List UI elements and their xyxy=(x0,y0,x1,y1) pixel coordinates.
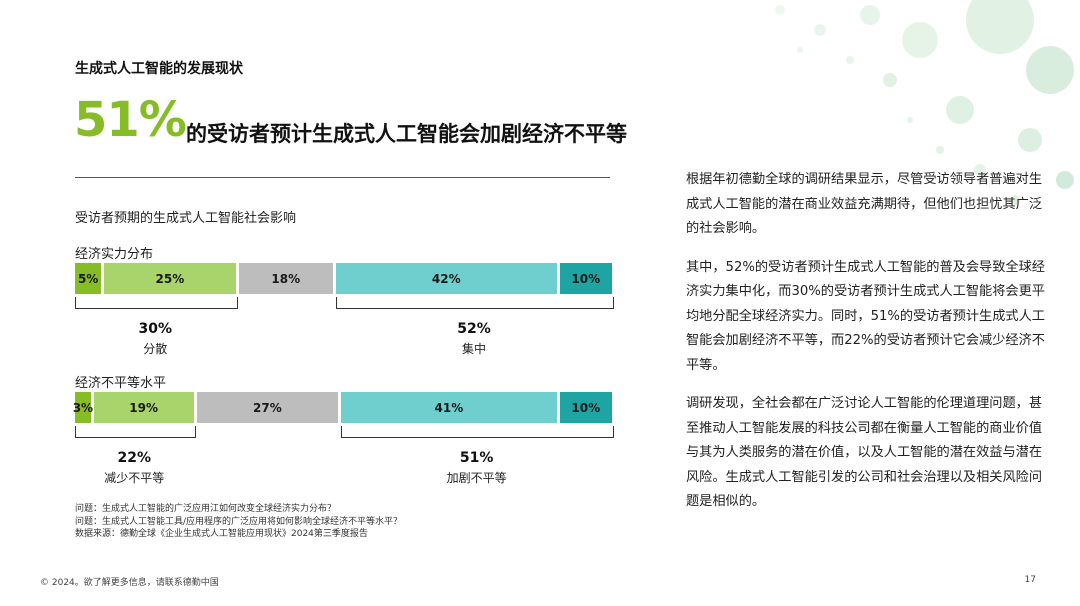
note-line: 数据来源：德勤全球《企业生成式人工智能应用现状》2024第三季度报告 xyxy=(75,529,368,539)
body-paragraph: 根据年初德勤全球的调研结果显示，尽管受访领导者普遍对生成式人工智能的潜在商业效益… xyxy=(686,172,1043,236)
bar-segment: 10% xyxy=(559,263,612,294)
group-total: 52% xyxy=(457,321,491,337)
group-total: 22% xyxy=(117,450,151,466)
row-label: 经济实力分布 xyxy=(75,247,154,262)
bar-segment: 25% xyxy=(104,263,236,294)
group-label: 集中 xyxy=(461,342,486,356)
footer-copyright: © 2024。欲了解更多信息，请联系德勤中国 xyxy=(40,578,219,588)
body-paragraph: 调研发现，全社会都在广泛讨论人工智能的伦理道理问题，甚至推动人工智能发展的科技公… xyxy=(686,396,1043,509)
group-label: 加剧不平等 xyxy=(446,471,507,485)
group-bracket xyxy=(75,297,238,309)
chart-title: 受访者预期的生成式人工智能社会影响 xyxy=(75,211,297,226)
group-bracket xyxy=(341,426,614,438)
body-paragraph: 其中，52%的受访者预计生成式人工智能的普及会导致全球经济实力集中化，而30%的… xyxy=(686,259,1045,373)
bar-segment: 10% xyxy=(559,392,612,423)
group-total: 51% xyxy=(459,450,494,466)
group-label: 减少不平等 xyxy=(104,471,165,485)
row-label: 经济不平等水平 xyxy=(75,376,167,391)
bar-segment: 5% xyxy=(75,263,102,294)
headline-percent: 51% xyxy=(74,92,187,148)
decorative-bubbles xyxy=(775,0,1074,205)
bar-segment: 42% xyxy=(336,263,557,294)
divider xyxy=(75,177,610,178)
bar-segment: 27% xyxy=(196,392,339,423)
group-total: 30% xyxy=(138,321,172,337)
bar-segment: 18% xyxy=(238,263,333,294)
body-text: 根据年初德勤全球的调研结果显示，尽管受访领导者普遍对生成式人工智能的潜在商业效益… xyxy=(686,168,1046,529)
page-number: 17 xyxy=(1024,575,1036,585)
group-bracket xyxy=(336,297,614,309)
group-label: 分散 xyxy=(143,342,168,356)
headline: 的受访者预计生成式人工智能会加剧经济不平等 xyxy=(186,122,627,146)
footnotes: 问题：生成式人工智能的广泛应用江如何改变全球经济实力分布？ 问题：生成式人工智能… xyxy=(75,503,402,541)
bar-segment: 19% xyxy=(93,392,194,423)
note-line: 问题：生成式人工智能的广泛应用江如何改变全球经济实力分布？ xyxy=(75,504,337,514)
note-line: 问题：生成式人工智能工具/应用程序的广泛应用将如何影响全球经济不平等水平？ xyxy=(75,516,403,527)
section-title: 生成式人工智能的发展现状 xyxy=(75,61,243,77)
group-bracket xyxy=(75,426,196,438)
bar-segment: 41% xyxy=(341,392,557,423)
bar-segment: 3% xyxy=(73,392,93,423)
